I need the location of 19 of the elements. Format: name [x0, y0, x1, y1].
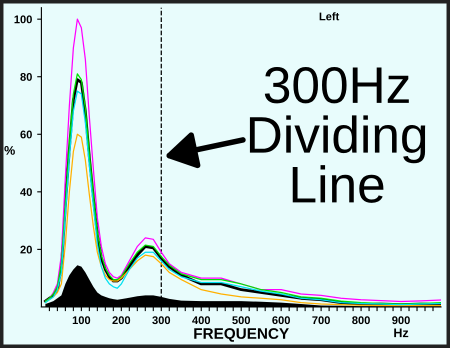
y-tick-label: 20: [20, 246, 32, 254]
y-tick-label: 60: [20, 130, 32, 138]
y-axis-title: %: [4, 146, 15, 155]
y-tick-label: 80: [20, 72, 32, 81]
x-tick-label: 500: [232, 316, 250, 324]
chart-title: Left: [320, 12, 340, 20]
annotation: 300Hz Dividing Line: [250, 66, 426, 203]
x-tick-label: 400: [192, 316, 210, 324]
x-tick-label: 600: [272, 316, 290, 324]
x-tick-label: 800: [352, 316, 370, 324]
x-axis-title: FREQUENCY: [194, 328, 289, 342]
x-tick-label: 200: [112, 316, 130, 324]
y-tick-label: 40: [20, 188, 32, 196]
x-tick-label: 100: [72, 316, 90, 324]
x-tick-label: 900: [392, 316, 410, 324]
y-tick-label: 100: [14, 15, 32, 24]
x-tick-label: 700: [312, 316, 330, 324]
text: Hz: [394, 328, 408, 338]
x-tick-label: 300: [152, 316, 170, 324]
